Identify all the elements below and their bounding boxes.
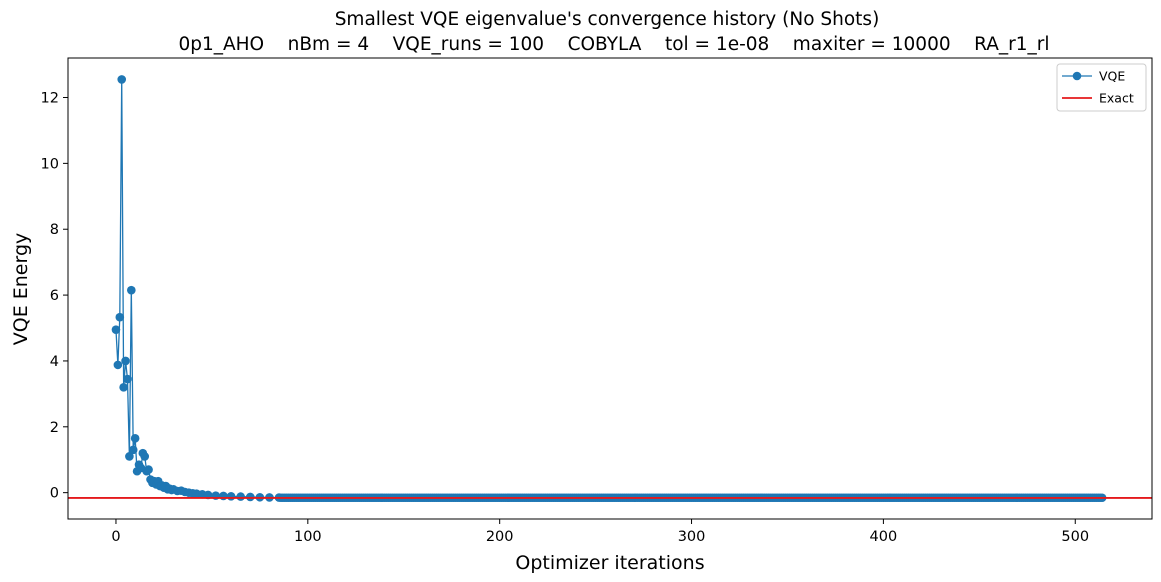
x-tick-label: 400 xyxy=(870,529,898,545)
y-axis-label: VQE Energy xyxy=(10,233,32,346)
y-tick-label: 8 xyxy=(50,222,59,238)
vqe-point xyxy=(117,75,127,84)
y-tick-label: 6 xyxy=(50,288,59,304)
chart-subtitle: 0p1_AHO nBm = 4 VQE_runs = 100 COBYLA to… xyxy=(178,34,1049,55)
vqe-series-line xyxy=(115,79,1103,499)
x-axis-ticks: 0 100 200 300 400 500 xyxy=(111,519,1089,545)
legend: VQE Exact xyxy=(1056,63,1147,112)
x-tick-label: 200 xyxy=(486,529,514,545)
x-axis-label: Optimizer iterations xyxy=(515,552,704,574)
vqe-point xyxy=(144,465,153,474)
vqe-point xyxy=(236,492,245,501)
x-tick-label: 500 xyxy=(1061,529,1089,545)
chart-title: Smallest VQE eigenvalue's convergence hi… xyxy=(335,9,880,30)
y-tick-label: 10 xyxy=(41,156,59,172)
y-tick-label: 0 xyxy=(50,486,59,502)
vqe-point xyxy=(115,312,125,322)
vqe-point xyxy=(226,491,236,501)
vqe-point xyxy=(119,382,128,392)
legend-exact-label: Exact xyxy=(1099,91,1134,106)
x-tick-label: 0 xyxy=(111,529,120,545)
vqe-point xyxy=(127,285,136,295)
y-tick-label: 4 xyxy=(50,354,59,370)
vqe-markers xyxy=(111,75,1107,503)
vqe-point xyxy=(111,325,121,334)
legend-vqe-label: VQE xyxy=(1099,69,1125,84)
y-tick-label: 12 xyxy=(41,91,59,107)
vqe-point xyxy=(121,356,130,366)
vqe-point xyxy=(219,491,228,501)
plot-area xyxy=(68,75,1152,503)
vqe-point xyxy=(125,452,134,461)
vqe-point xyxy=(140,452,150,461)
vqe-point xyxy=(130,434,140,443)
x-tick-label: 100 xyxy=(294,529,322,545)
vqe-point xyxy=(123,374,132,384)
vqe-point xyxy=(245,492,255,502)
plot-frame xyxy=(67,57,1153,520)
y-tick-label: 2 xyxy=(50,420,59,436)
y-axis-ticks: 0 2 4 6 8 10 12 xyxy=(41,91,68,502)
legend-vqe-marker xyxy=(1072,71,1082,81)
x-tick-label: 300 xyxy=(678,529,706,545)
vqe-point xyxy=(113,360,123,370)
vqe-point xyxy=(128,445,138,455)
